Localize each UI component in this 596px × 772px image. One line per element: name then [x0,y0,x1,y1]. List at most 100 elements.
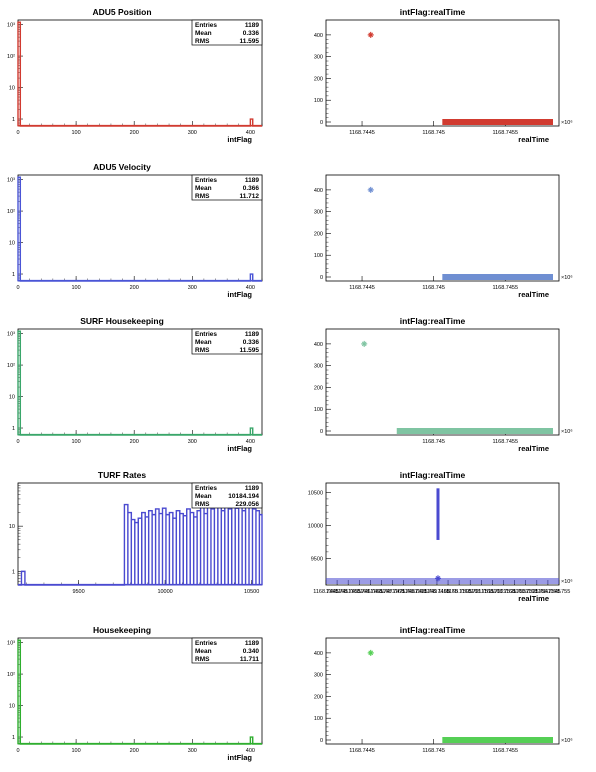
x-axis-label: intFlag [227,290,252,299]
x-tick-label: 0 [16,285,19,291]
stats-label: Mean [195,185,212,192]
data-point [367,186,374,193]
y-tick-label: 200 [314,385,323,391]
y-tick-label: 10³ [7,178,15,184]
x-tick-label: 200 [130,439,139,445]
histogram-bin [17,330,21,436]
y-tick-label: 100 [314,253,323,259]
x-tick-label: 300 [188,748,197,754]
x-tick-label: 400 [246,130,255,136]
y-tick-label: 10 [9,241,15,247]
data-vband [436,488,440,540]
y-tick-label: 0 [320,738,323,744]
stats-label: Entries [195,177,217,184]
data-band [442,274,553,280]
x-tick-label: 1168.745 [326,589,349,595]
x-tick-label: 1168.7535 [513,589,539,595]
x-tick-label: 1168.7455 [335,589,361,595]
y-tick-label: 200 [314,694,323,700]
x-tick-label: 100 [72,439,81,445]
data-band [396,428,553,434]
y-tick-label: 1 [12,272,15,278]
y-tick-label: 0 [320,429,323,435]
y-tick-label: 200 [314,231,323,237]
stats-value: 229.056 [236,501,260,508]
stats-label: Entries [195,22,217,29]
x-axis-label: intFlag [227,444,252,453]
stats-value: 0.366 [243,185,260,192]
stats-value: 11.595 [239,347,259,354]
y-tick-label: 9500 [311,556,323,562]
y-tick-label: 400 [314,651,323,657]
x-axis-label: realTime [518,444,549,453]
stats-value: 10184.194 [228,493,259,500]
y-tick-label: 10 [9,524,15,530]
x-tick-label: 200 [130,130,139,136]
y-tick-label: 10 [9,395,15,401]
x-exponent: ×10⁶ [561,119,573,126]
histogram-outline [18,503,263,586]
stats-value: 1189 [245,331,259,338]
x-tick-label: 0 [16,439,19,445]
stats-value: 11.711 [240,656,260,663]
chart-title: TURF Rates [98,470,146,480]
x-tick-label: 1168.7445 [349,285,375,291]
panel-0: ADU5 Position intFlag 1 10 10² 10³ 0 100 200 300 4… [7,7,263,144]
panel-7: intFlag:realTime realTime 9500 10000 10500 11… [308,470,573,603]
plot-frame [325,19,560,127]
histogram-bin [17,639,21,745]
chart-title: intFlag:realTime [400,625,466,635]
panel-6: TURF Rates 1 10 9500 10000 10500 Entries 1189 Me… [9,470,263,595]
x-tick-label: 1168.7445 [313,589,339,595]
panel-1: intFlag:realTime realTime 0 100 200 300 400 116… [314,7,573,144]
x-tick-label: 1168.7515 [469,589,495,595]
chart-title: Housekeeping [93,625,151,635]
x-tick-label: 1168.745 [422,748,445,754]
y-tick-label: 1 [12,426,15,432]
y-tick-label: 10500 [308,490,323,496]
y-tick-label: 100 [314,716,323,722]
x-tick-label: 1168.753 [503,589,526,595]
x-exponent: ×10⁶ [561,428,573,435]
x-exponent: ×10⁶ [561,578,573,585]
x-tick-label: 1168.7445 [349,130,375,136]
x-tick-label: 0 [16,130,19,136]
x-tick-label: 400 [246,439,255,445]
y-tick-label: 300 [314,55,323,61]
stats-label: Mean [195,648,212,655]
x-tick-label: 1168.7455 [492,285,518,291]
x-tick-label: 1168.745 [422,439,445,445]
y-tick-label: 10² [7,672,15,678]
y-tick-label: 400 [314,188,323,194]
stats-value: 1189 [245,22,259,29]
stats-value: 1189 [245,640,259,647]
y-tick-label: 400 [314,33,323,39]
chart-title: ADU5 Velocity [93,162,151,172]
panel-5: intFlag:realTime realTime 0 100 200 300 400 116… [314,316,573,453]
y-tick-label: 1 [12,569,15,575]
plot-frame [325,174,560,282]
stats-label: Entries [195,331,217,338]
data-point [367,649,374,656]
x-tick-label: 300 [188,285,197,291]
x-tick-label: 1168.752 [481,589,504,595]
y-tick-label: 10³ [7,641,15,647]
plot-frame [325,328,560,436]
stats-label: Entries [195,485,217,492]
stats-value: 0.336 [243,339,260,346]
chart-title: SURF Housekeeping [80,316,164,326]
stats-value: 11.712 [239,193,259,200]
x-tick-label: 100 [72,748,81,754]
x-tick-label: 0 [16,748,19,754]
stats-label: Mean [195,493,212,500]
x-tick-label: 1168.7505 [446,589,472,595]
stats-label: RMS [195,501,210,508]
x-tick-label: 10500 [244,589,259,595]
data-band [442,119,553,125]
y-tick-label: 10² [7,363,15,369]
x-exponent: ×10⁶ [561,737,573,744]
data-band [326,578,559,584]
y-tick-label: 1 [12,117,15,123]
y-tick-label: 10000 [308,523,323,529]
